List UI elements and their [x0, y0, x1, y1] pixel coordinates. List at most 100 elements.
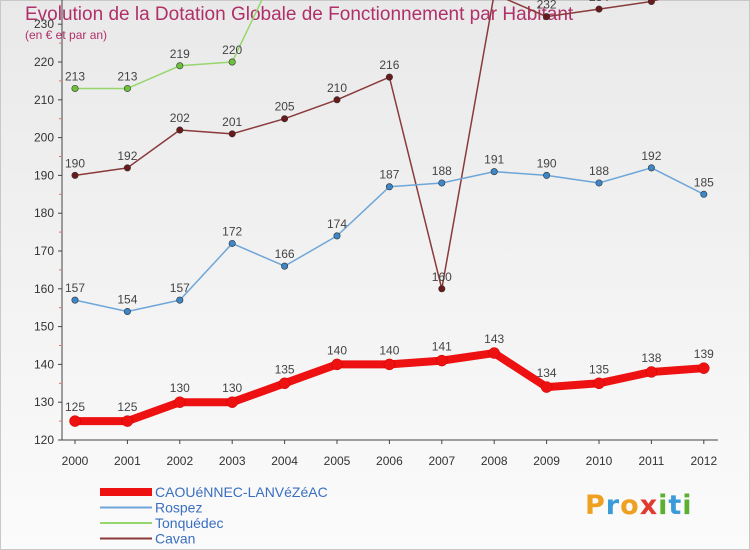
x-tick-label: 2008 — [481, 454, 508, 468]
y-tick-label: 130 — [34, 395, 54, 409]
data-point — [123, 84, 131, 92]
data-label: 205 — [275, 100, 295, 114]
data-label: 139 — [694, 347, 714, 361]
x-tick-label: 2005 — [324, 454, 351, 468]
data-point — [226, 396, 238, 408]
x-tick-label: 2000 — [62, 454, 89, 468]
data-point — [647, 0, 655, 6]
data-point — [438, 285, 446, 293]
y-tick-label: 200 — [34, 131, 54, 145]
chart-series — [69, 0, 710, 427]
y-tick-label: 160 — [34, 282, 54, 296]
data-point — [228, 130, 236, 138]
y-tick-label: 180 — [34, 206, 54, 220]
data-label: 143 — [484, 332, 504, 346]
y-tick-label: 210 — [34, 93, 54, 107]
x-tick-label: 2006 — [376, 454, 403, 468]
data-point — [540, 381, 553, 393]
data-label: 192 — [641, 149, 661, 163]
data-label: 130 — [222, 381, 242, 395]
data-label: 154 — [117, 292, 137, 306]
data-label: 190 — [537, 156, 557, 170]
data-point — [333, 232, 341, 240]
y-tick-label: 120 — [34, 433, 54, 447]
data-point — [490, 168, 498, 176]
data-label: 140 — [379, 343, 399, 357]
data-point — [436, 354, 448, 367]
data-point — [383, 358, 396, 371]
data-label: 213 — [117, 69, 137, 83]
data-point — [645, 366, 658, 378]
data-point — [438, 179, 446, 187]
chart-axes: 1201301401501601701801902002102202302402… — [34, 0, 718, 468]
data-label: 220 — [222, 43, 242, 57]
data-point — [123, 164, 131, 172]
series-line — [74, 0, 660, 290]
x-tick-label: 2003 — [219, 454, 246, 468]
data-label: 157 — [65, 281, 85, 295]
data-label: 188 — [589, 164, 609, 178]
legend-label: Cavan — [155, 531, 195, 547]
data-label: 201 — [222, 115, 242, 129]
data-label: 191 — [484, 153, 504, 167]
data-point — [281, 262, 289, 270]
legend-label: Tonquédec — [155, 515, 224, 531]
data-label: 172 — [222, 224, 242, 238]
data-point — [698, 362, 710, 374]
y-tick-label: 190 — [34, 168, 54, 182]
data-point — [595, 179, 603, 187]
data-label: 188 — [432, 164, 452, 178]
data-point — [71, 84, 79, 92]
data-point — [174, 396, 186, 408]
data-point — [331, 358, 343, 371]
data-point — [543, 13, 551, 21]
data-label: 140 — [327, 343, 347, 357]
x-tick-label: 2007 — [428, 454, 455, 468]
data-label: 190 — [65, 156, 85, 170]
x-tick-label: 2002 — [166, 454, 193, 468]
chart-subtitle: (en € et par an) — [25, 28, 108, 42]
data-point — [281, 115, 289, 123]
y-tick-label: 170 — [34, 244, 54, 258]
data-label: 216 — [379, 58, 399, 72]
data-label: 234 — [589, 0, 609, 4]
x-tick-label: 2004 — [271, 454, 298, 468]
data-point — [385, 183, 393, 191]
x-tick-label: 2009 — [533, 454, 560, 468]
data-point — [176, 62, 184, 70]
data-point — [333, 96, 341, 104]
data-label: 213 — [65, 69, 85, 83]
data-point — [71, 171, 79, 179]
data-label: 210 — [327, 81, 347, 95]
data-point — [647, 164, 655, 172]
data-point — [278, 377, 291, 390]
data-label: 141 — [432, 340, 452, 354]
data-label: 138 — [641, 351, 661, 365]
data-label: 135 — [275, 362, 295, 376]
chart-title: Evolution de la Dotation Globale de Fonc… — [25, 4, 574, 25]
data-label: 134 — [537, 366, 557, 380]
legend-label: Rospez — [155, 500, 202, 516]
data-label: 174 — [327, 217, 347, 231]
data-label: 160 — [432, 270, 452, 284]
x-tick-label: 2011 — [638, 454, 664, 468]
data-point — [700, 190, 708, 198]
data-point — [593, 377, 605, 390]
data-point — [71, 296, 79, 304]
y-tick-label: 220 — [34, 55, 54, 69]
data-label: 125 — [65, 400, 85, 414]
data-label: 192 — [117, 149, 137, 163]
x-tick-label: 2012 — [690, 454, 717, 468]
data-label: 219 — [170, 47, 190, 61]
data-point — [543, 171, 551, 179]
legend-label: CAOUéNNEC-LANVéZéAC — [155, 484, 328, 500]
data-point — [121, 415, 134, 427]
data-label: 232 — [537, 0, 557, 12]
data-label: 157 — [170, 281, 190, 295]
data-point — [176, 126, 184, 134]
data-label: 130 — [170, 381, 190, 395]
data-point — [488, 347, 500, 359]
